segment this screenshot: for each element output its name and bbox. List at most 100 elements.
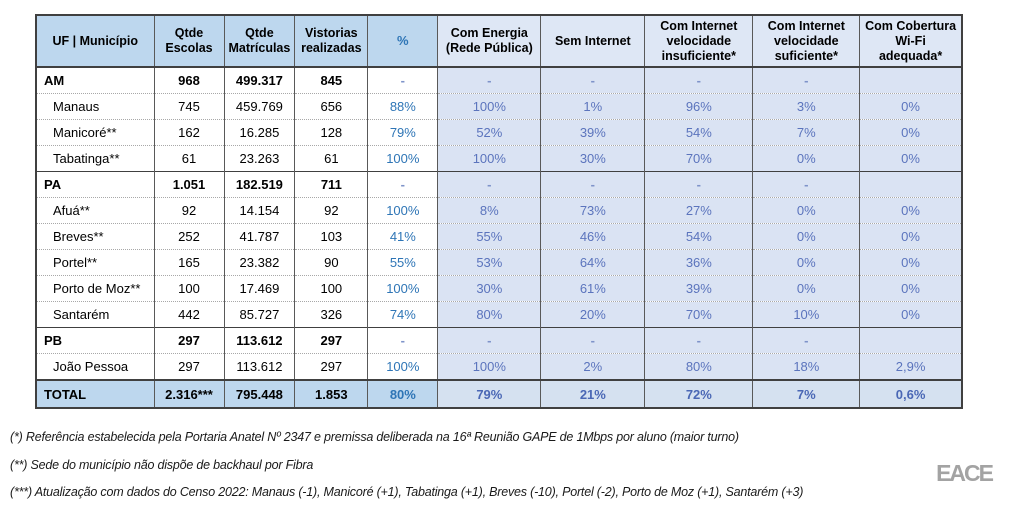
- cell-qtde-escolas: 745: [153, 93, 225, 120]
- cell-sem-internet: -: [540, 327, 646, 354]
- cell-wifi-adequada: 0,6%: [859, 379, 963, 408]
- cell-percent: -: [367, 171, 439, 198]
- table-row-santar-m: Santarém 442 85.727 326 74% 80% 20% 70% 10% 0%: [35, 301, 963, 328]
- cell-qtde-matriculas: 16.285: [223, 119, 296, 146]
- cell-sem-internet: 2%: [540, 353, 646, 380]
- cell-internet-insuficiente: -: [644, 171, 754, 198]
- cell-uf-municipio: TOTAL: [35, 379, 155, 408]
- cell-wifi-adequada: 0%: [859, 145, 963, 172]
- cell-sem-internet: 21%: [540, 379, 646, 408]
- cell-vistorias-realizadas: 656: [294, 93, 369, 120]
- cell-qtde-escolas: 100: [153, 275, 225, 302]
- cell-internet-suficiente: 18%: [752, 353, 861, 380]
- cell-vistorias-realizadas: 297: [294, 353, 369, 380]
- footnote-triple-asterisk: (***) Atualização com dados do Censo 202…: [10, 485, 804, 499]
- cell-vistorias-realizadas: 128: [294, 119, 369, 146]
- cell-wifi-adequada: 0%: [859, 119, 963, 146]
- cell-qtde-matriculas: 23.263: [223, 145, 296, 172]
- cell-qtde-escolas: 297: [153, 353, 225, 380]
- cell-com-energia: -: [437, 66, 542, 94]
- footnote-double-asterisk: (**) Sede do município não dispõe de bac…: [10, 457, 314, 472]
- cell-wifi-adequada: [859, 66, 963, 94]
- cell-vistorias-realizadas: 103: [294, 223, 369, 250]
- cell-sem-internet: 61%: [540, 275, 646, 302]
- cell-percent: 80%: [367, 379, 439, 408]
- cell-qtde-matriculas: 113.612: [223, 327, 296, 354]
- cell-internet-suficiente: 0%: [752, 275, 861, 302]
- column-header-internet-suficiente: Com Internet velocidade suficiente*: [752, 15, 861, 68]
- cell-qtde-escolas: 162: [153, 119, 225, 146]
- cell-com-energia: 100%: [437, 353, 542, 380]
- cell-qtde-matriculas: 459.769: [223, 93, 296, 120]
- cell-com-energia: 52%: [437, 119, 542, 146]
- cell-internet-insuficiente: 54%: [644, 119, 754, 146]
- cell-percent: 79%: [367, 119, 439, 146]
- cell-internet-insuficiente: 70%: [644, 301, 754, 328]
- cell-percent: 55%: [367, 249, 439, 276]
- cell-uf-municipio: Porto de Moz**: [35, 275, 155, 302]
- column-header-percent: %: [367, 15, 439, 68]
- cell-uf-municipio: Manaus: [35, 93, 155, 120]
- cell-wifi-adequada: [859, 171, 963, 198]
- column-header-qtde-matriculas: Qtde Matrículas: [223, 15, 296, 68]
- table-row-total: TOTAL 2.316*** 795.448 1.853 80% 79% 21% 72% 7% 0…: [35, 379, 963, 408]
- table-row-breves: Breves** 252 41.787 103 41% 55% 46% 54% 0% 0%: [35, 223, 963, 250]
- cell-internet-insuficiente: 72%: [644, 379, 754, 408]
- cell-sem-internet: 30%: [540, 145, 646, 172]
- cell-vistorias-realizadas: 845: [294, 66, 369, 94]
- cell-qtde-matriculas: 14.154: [223, 197, 296, 224]
- footnotes: (*) Referência estabelecida pela Portari…: [10, 430, 990, 513]
- column-header-sem-internet: Sem Internet: [540, 15, 646, 68]
- cell-internet-insuficiente: 96%: [644, 93, 754, 120]
- cell-qtde-escolas: 442: [153, 301, 225, 328]
- cell-qtde-escolas: 2.316***: [153, 379, 225, 408]
- cell-qtde-escolas: 297: [153, 327, 225, 354]
- cell-wifi-adequada: 2,9%: [859, 353, 963, 380]
- table-row-tabatinga: Tabatinga** 61 23.263 61 100% 100% 30% 70% 0% 0%: [35, 145, 963, 172]
- cell-vistorias-realizadas: 92: [294, 197, 369, 224]
- cell-qtde-escolas: 92: [153, 197, 225, 224]
- cell-qtde-matriculas: 182.519: [223, 171, 296, 198]
- schools-connectivity-table-container: UF | Município Qtde Escolas Qtde Matrícula…: [35, 14, 963, 409]
- cell-percent: 100%: [367, 275, 439, 302]
- cell-qtde-escolas: 61: [153, 145, 225, 172]
- cell-uf-municipio: Portel**: [35, 249, 155, 276]
- cell-internet-suficiente: 10%: [752, 301, 861, 328]
- cell-internet-insuficiente: 39%: [644, 275, 754, 302]
- cell-com-energia: 30%: [437, 275, 542, 302]
- cell-sem-internet: -: [540, 171, 646, 198]
- cell-internet-suficiente: 0%: [752, 249, 861, 276]
- table-row-porto-de-moz: Porto de Moz** 100 17.469 100 100% 30% 61% 39% 0…: [35, 275, 963, 302]
- table-row-pa: PA 1.051 182.519 711- - - - -: [35, 171, 963, 198]
- table-row-manicor: Manicoré** 162 16.285 128 79% 52% 39% 54% 7% 0%: [35, 119, 963, 146]
- cell-percent: 41%: [367, 223, 439, 250]
- cell-com-energia: 55%: [437, 223, 542, 250]
- column-header-internet-insuficiente: Com Internet velocidade insuficiente*: [644, 15, 754, 68]
- cell-uf-municipio: Manicoré**: [35, 119, 155, 146]
- column-header-qtde-escolas: Qtde Escolas: [153, 15, 225, 68]
- cell-qtde-matriculas: 23.382: [223, 249, 296, 276]
- cell-wifi-adequada: 0%: [859, 197, 963, 224]
- cell-com-energia: -: [437, 327, 542, 354]
- cell-sem-internet: 20%: [540, 301, 646, 328]
- cell-percent: 88%: [367, 93, 439, 120]
- cell-sem-internet: 1%: [540, 93, 646, 120]
- cell-vistorias-realizadas: 297: [294, 327, 369, 354]
- cell-sem-internet: 46%: [540, 223, 646, 250]
- cell-uf-municipio: Afuá**: [35, 197, 155, 224]
- cell-internet-suficiente: -: [752, 171, 861, 198]
- cell-qtde-matriculas: 113.612: [223, 353, 296, 380]
- cell-internet-insuficiente: 36%: [644, 249, 754, 276]
- cell-internet-suficiente: 3%: [752, 93, 861, 120]
- table-header-row: UF | Município Qtde Escolas Qtde Matrícula…: [35, 15, 963, 68]
- cell-wifi-adequada: [859, 327, 963, 354]
- table-row-portel: Portel** 165 23.382 90 55% 53% 64% 36% 0% 0%: [35, 249, 963, 276]
- cell-vistorias-realizadas: 61: [294, 145, 369, 172]
- cell-sem-internet: 39%: [540, 119, 646, 146]
- cell-internet-insuficiente: 70%: [644, 145, 754, 172]
- cell-internet-suficiente: 0%: [752, 197, 861, 224]
- cell-vistorias-realizadas: 90: [294, 249, 369, 276]
- schools-connectivity-table: UF | Município Qtde Escolas Qtde Matrícula…: [35, 14, 963, 409]
- table-body: AM 968 499.317 845- - - - - Manaus 745 459.769 656 8…: [35, 66, 963, 408]
- cell-vistorias-realizadas: 1.853: [294, 379, 369, 408]
